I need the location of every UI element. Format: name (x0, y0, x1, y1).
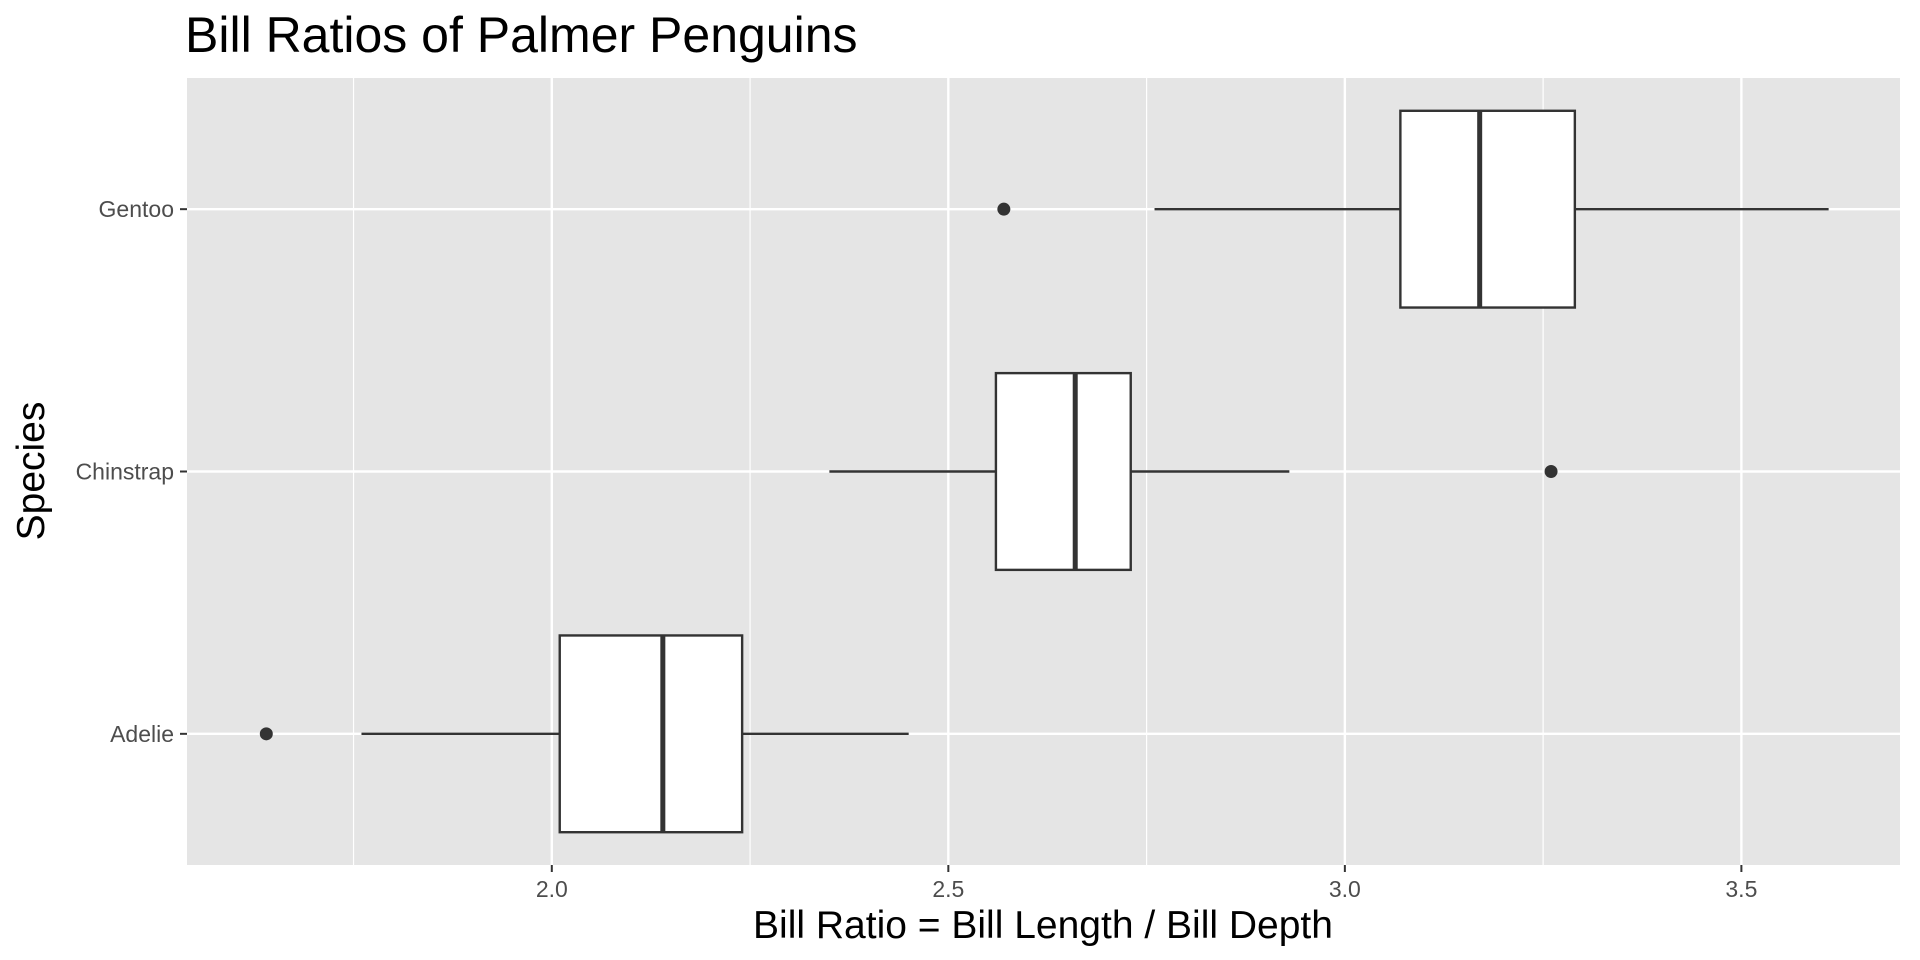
y-axis: Adelie Chinstrap Gentoo (76, 196, 187, 747)
y-axis-title: Species (10, 402, 53, 541)
outlier-point (1544, 465, 1558, 478)
box-adelie (259, 634, 909, 834)
outlier-point (997, 202, 1011, 216)
iqr-box (994, 371, 1132, 572)
major-grid (187, 78, 1900, 865)
x-tick-label: 2.5 (932, 876, 964, 902)
x-tick-label: 2.0 (536, 876, 568, 902)
y-tick-label: Adelie (110, 721, 174, 747)
y-tick-label: Gentoo (99, 196, 174, 222)
x-tick-label: 3.5 (1725, 876, 1757, 902)
box-gentoo (997, 109, 1829, 309)
x-tick-label: 3.0 (1329, 876, 1361, 902)
outlier-point (259, 727, 273, 741)
iqr-box (558, 634, 744, 834)
chart-title: Bill Ratios of Palmer Penguins (185, 7, 858, 63)
boxes-layer (259, 109, 1829, 834)
x-axis: 2.0 2.5 3.0 3.5 (536, 865, 1757, 902)
y-tick-label: Chinstrap (76, 459, 174, 485)
box-chinstrap (829, 371, 1558, 572)
x-axis-title: Bill Ratio = Bill Length / Bill Depth (753, 904, 1333, 947)
iqr-box (1399, 109, 1577, 309)
